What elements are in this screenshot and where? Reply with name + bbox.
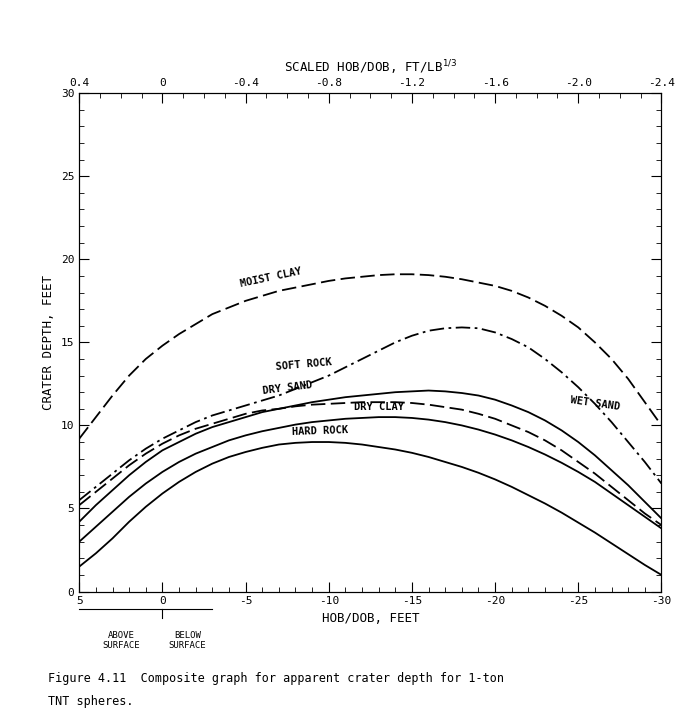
Text: SOFT ROCK: SOFT ROCK	[276, 357, 332, 372]
X-axis label: HOB/DOB, FEET: HOB/DOB, FEET	[322, 612, 419, 625]
Text: HARD ROCK: HARD ROCK	[292, 425, 349, 437]
Text: WET SAND: WET SAND	[569, 395, 620, 412]
Text: DRY SAND: DRY SAND	[262, 379, 313, 396]
Text: TNT spheres.: TNT spheres.	[48, 695, 134, 708]
Text: Figure 4.11  Composite graph for apparent crater depth for 1-ton: Figure 4.11 Composite graph for apparent…	[48, 672, 504, 685]
Y-axis label: CRATER DEPTH, FEET: CRATER DEPTH, FEET	[42, 275, 55, 410]
Text: BELOW
SURFACE: BELOW SURFACE	[169, 631, 206, 650]
Text: ABOVE
SURFACE: ABOVE SURFACE	[102, 631, 140, 650]
X-axis label: SCALED HOB/DOB, FT/LB$^{1/3}$: SCALED HOB/DOB, FT/LB$^{1/3}$	[284, 59, 457, 77]
Text: DRY CLAY: DRY CLAY	[353, 402, 404, 412]
Text: MOIST CLAY: MOIST CLAY	[239, 267, 302, 289]
